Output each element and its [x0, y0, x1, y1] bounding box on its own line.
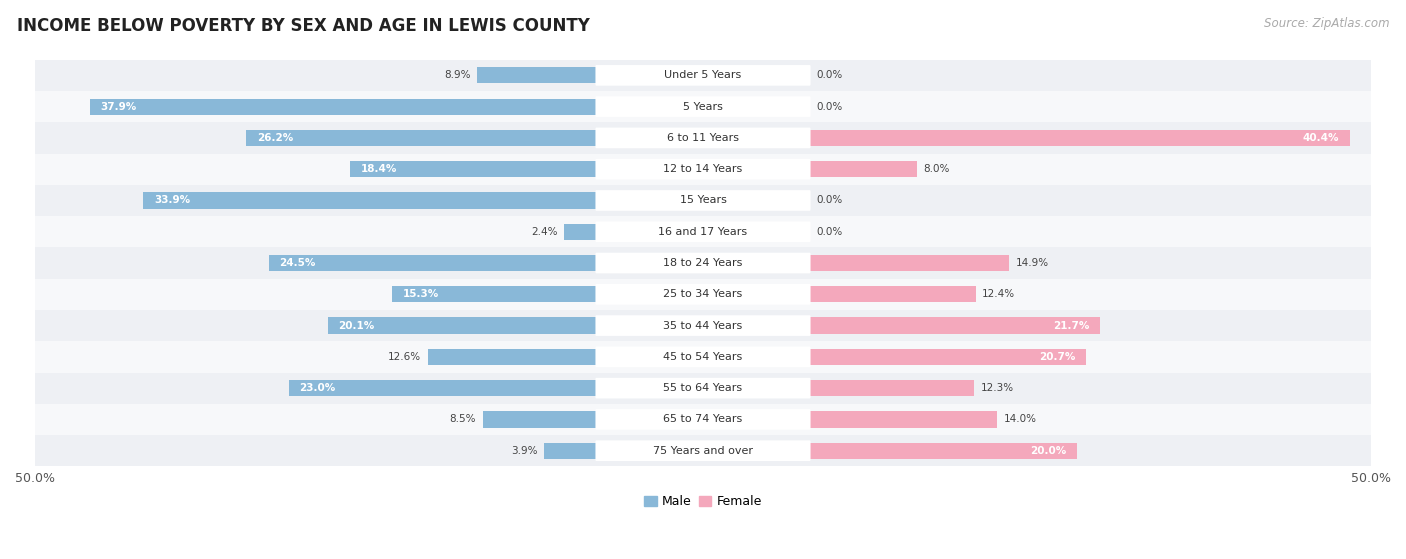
Text: 6 to 11 Years: 6 to 11 Years	[666, 133, 740, 143]
Text: 0.0%: 0.0%	[817, 102, 842, 112]
Bar	[35, 404, 1371, 435]
Text: 37.9%: 37.9%	[100, 102, 136, 112]
FancyBboxPatch shape	[596, 315, 810, 336]
Bar	[564, 224, 596, 240]
Bar	[477, 67, 596, 83]
Bar	[810, 411, 997, 428]
Bar	[35, 435, 1371, 466]
Text: 21.7%: 21.7%	[1053, 321, 1090, 330]
Text: 12 to 14 Years: 12 to 14 Years	[664, 164, 742, 174]
Text: 65 to 74 Years: 65 to 74 Years	[664, 414, 742, 424]
Text: 5 Years: 5 Years	[683, 102, 723, 112]
Bar	[810, 349, 1087, 365]
Bar	[328, 318, 596, 334]
Bar	[810, 286, 976, 302]
Bar	[810, 318, 1099, 334]
Text: 14.0%: 14.0%	[1004, 414, 1036, 424]
FancyBboxPatch shape	[596, 347, 810, 367]
Text: 14.9%: 14.9%	[1015, 258, 1049, 268]
Text: 20.0%: 20.0%	[1031, 446, 1066, 456]
Text: 2.4%: 2.4%	[531, 227, 557, 237]
FancyBboxPatch shape	[596, 127, 810, 148]
Bar	[810, 443, 1077, 459]
Text: 23.0%: 23.0%	[299, 383, 336, 393]
Text: 0.0%: 0.0%	[817, 70, 842, 80]
Text: 8.0%: 8.0%	[924, 164, 950, 174]
Bar	[35, 248, 1371, 279]
Bar	[427, 349, 596, 365]
Bar	[35, 154, 1371, 185]
Text: 18.4%: 18.4%	[361, 164, 398, 174]
Bar	[810, 380, 974, 396]
Bar	[350, 161, 596, 177]
Bar	[35, 279, 1371, 310]
Text: 15 Years: 15 Years	[679, 196, 727, 206]
FancyBboxPatch shape	[596, 284, 810, 305]
Text: 12.3%: 12.3%	[981, 383, 1014, 393]
Bar	[810, 255, 1010, 271]
Text: 45 to 54 Years: 45 to 54 Years	[664, 352, 742, 362]
Bar	[482, 411, 596, 428]
Bar	[35, 91, 1371, 122]
Text: 8.5%: 8.5%	[450, 414, 475, 424]
Bar	[392, 286, 596, 302]
Text: 0.0%: 0.0%	[817, 196, 842, 206]
FancyBboxPatch shape	[596, 96, 810, 117]
FancyBboxPatch shape	[596, 190, 810, 211]
Text: 0.0%: 0.0%	[817, 227, 842, 237]
Text: 15.3%: 15.3%	[402, 290, 439, 299]
Text: 35 to 44 Years: 35 to 44 Years	[664, 321, 742, 330]
FancyBboxPatch shape	[596, 65, 810, 86]
Text: 18 to 24 Years: 18 to 24 Years	[664, 258, 742, 268]
FancyBboxPatch shape	[596, 159, 810, 179]
Text: Under 5 Years: Under 5 Years	[665, 70, 741, 80]
Bar	[35, 122, 1371, 154]
FancyBboxPatch shape	[596, 253, 810, 273]
Text: 12.4%: 12.4%	[983, 290, 1015, 299]
Text: 3.9%: 3.9%	[510, 446, 537, 456]
Text: 55 to 64 Years: 55 to 64 Years	[664, 383, 742, 393]
Text: 40.4%: 40.4%	[1302, 133, 1339, 143]
Text: 12.6%: 12.6%	[388, 352, 422, 362]
Bar	[810, 161, 917, 177]
Bar	[35, 310, 1371, 341]
Text: 33.9%: 33.9%	[153, 196, 190, 206]
Legend: Male, Female: Male, Female	[640, 490, 766, 513]
Text: 25 to 34 Years: 25 to 34 Years	[664, 290, 742, 299]
Bar	[246, 130, 596, 146]
Text: 20.1%: 20.1%	[339, 321, 374, 330]
Text: 75 Years and over: 75 Years and over	[652, 446, 754, 456]
FancyBboxPatch shape	[596, 221, 810, 242]
Text: 8.9%: 8.9%	[444, 70, 471, 80]
Text: 20.7%: 20.7%	[1039, 352, 1076, 362]
Bar	[90, 98, 596, 115]
Text: Source: ZipAtlas.com: Source: ZipAtlas.com	[1264, 17, 1389, 30]
Bar	[35, 341, 1371, 372]
Bar	[35, 60, 1371, 91]
FancyBboxPatch shape	[596, 440, 810, 461]
Bar	[35, 216, 1371, 248]
Text: 24.5%: 24.5%	[280, 258, 316, 268]
Bar	[143, 192, 596, 209]
Text: 16 and 17 Years: 16 and 17 Years	[658, 227, 748, 237]
Bar	[35, 372, 1371, 404]
FancyBboxPatch shape	[596, 378, 810, 399]
FancyBboxPatch shape	[596, 409, 810, 430]
Bar	[810, 130, 1350, 146]
Text: INCOME BELOW POVERTY BY SEX AND AGE IN LEWIS COUNTY: INCOME BELOW POVERTY BY SEX AND AGE IN L…	[17, 17, 589, 35]
Bar	[269, 255, 596, 271]
Text: 26.2%: 26.2%	[257, 133, 292, 143]
Bar	[544, 443, 596, 459]
Bar	[35, 185, 1371, 216]
Bar	[288, 380, 596, 396]
